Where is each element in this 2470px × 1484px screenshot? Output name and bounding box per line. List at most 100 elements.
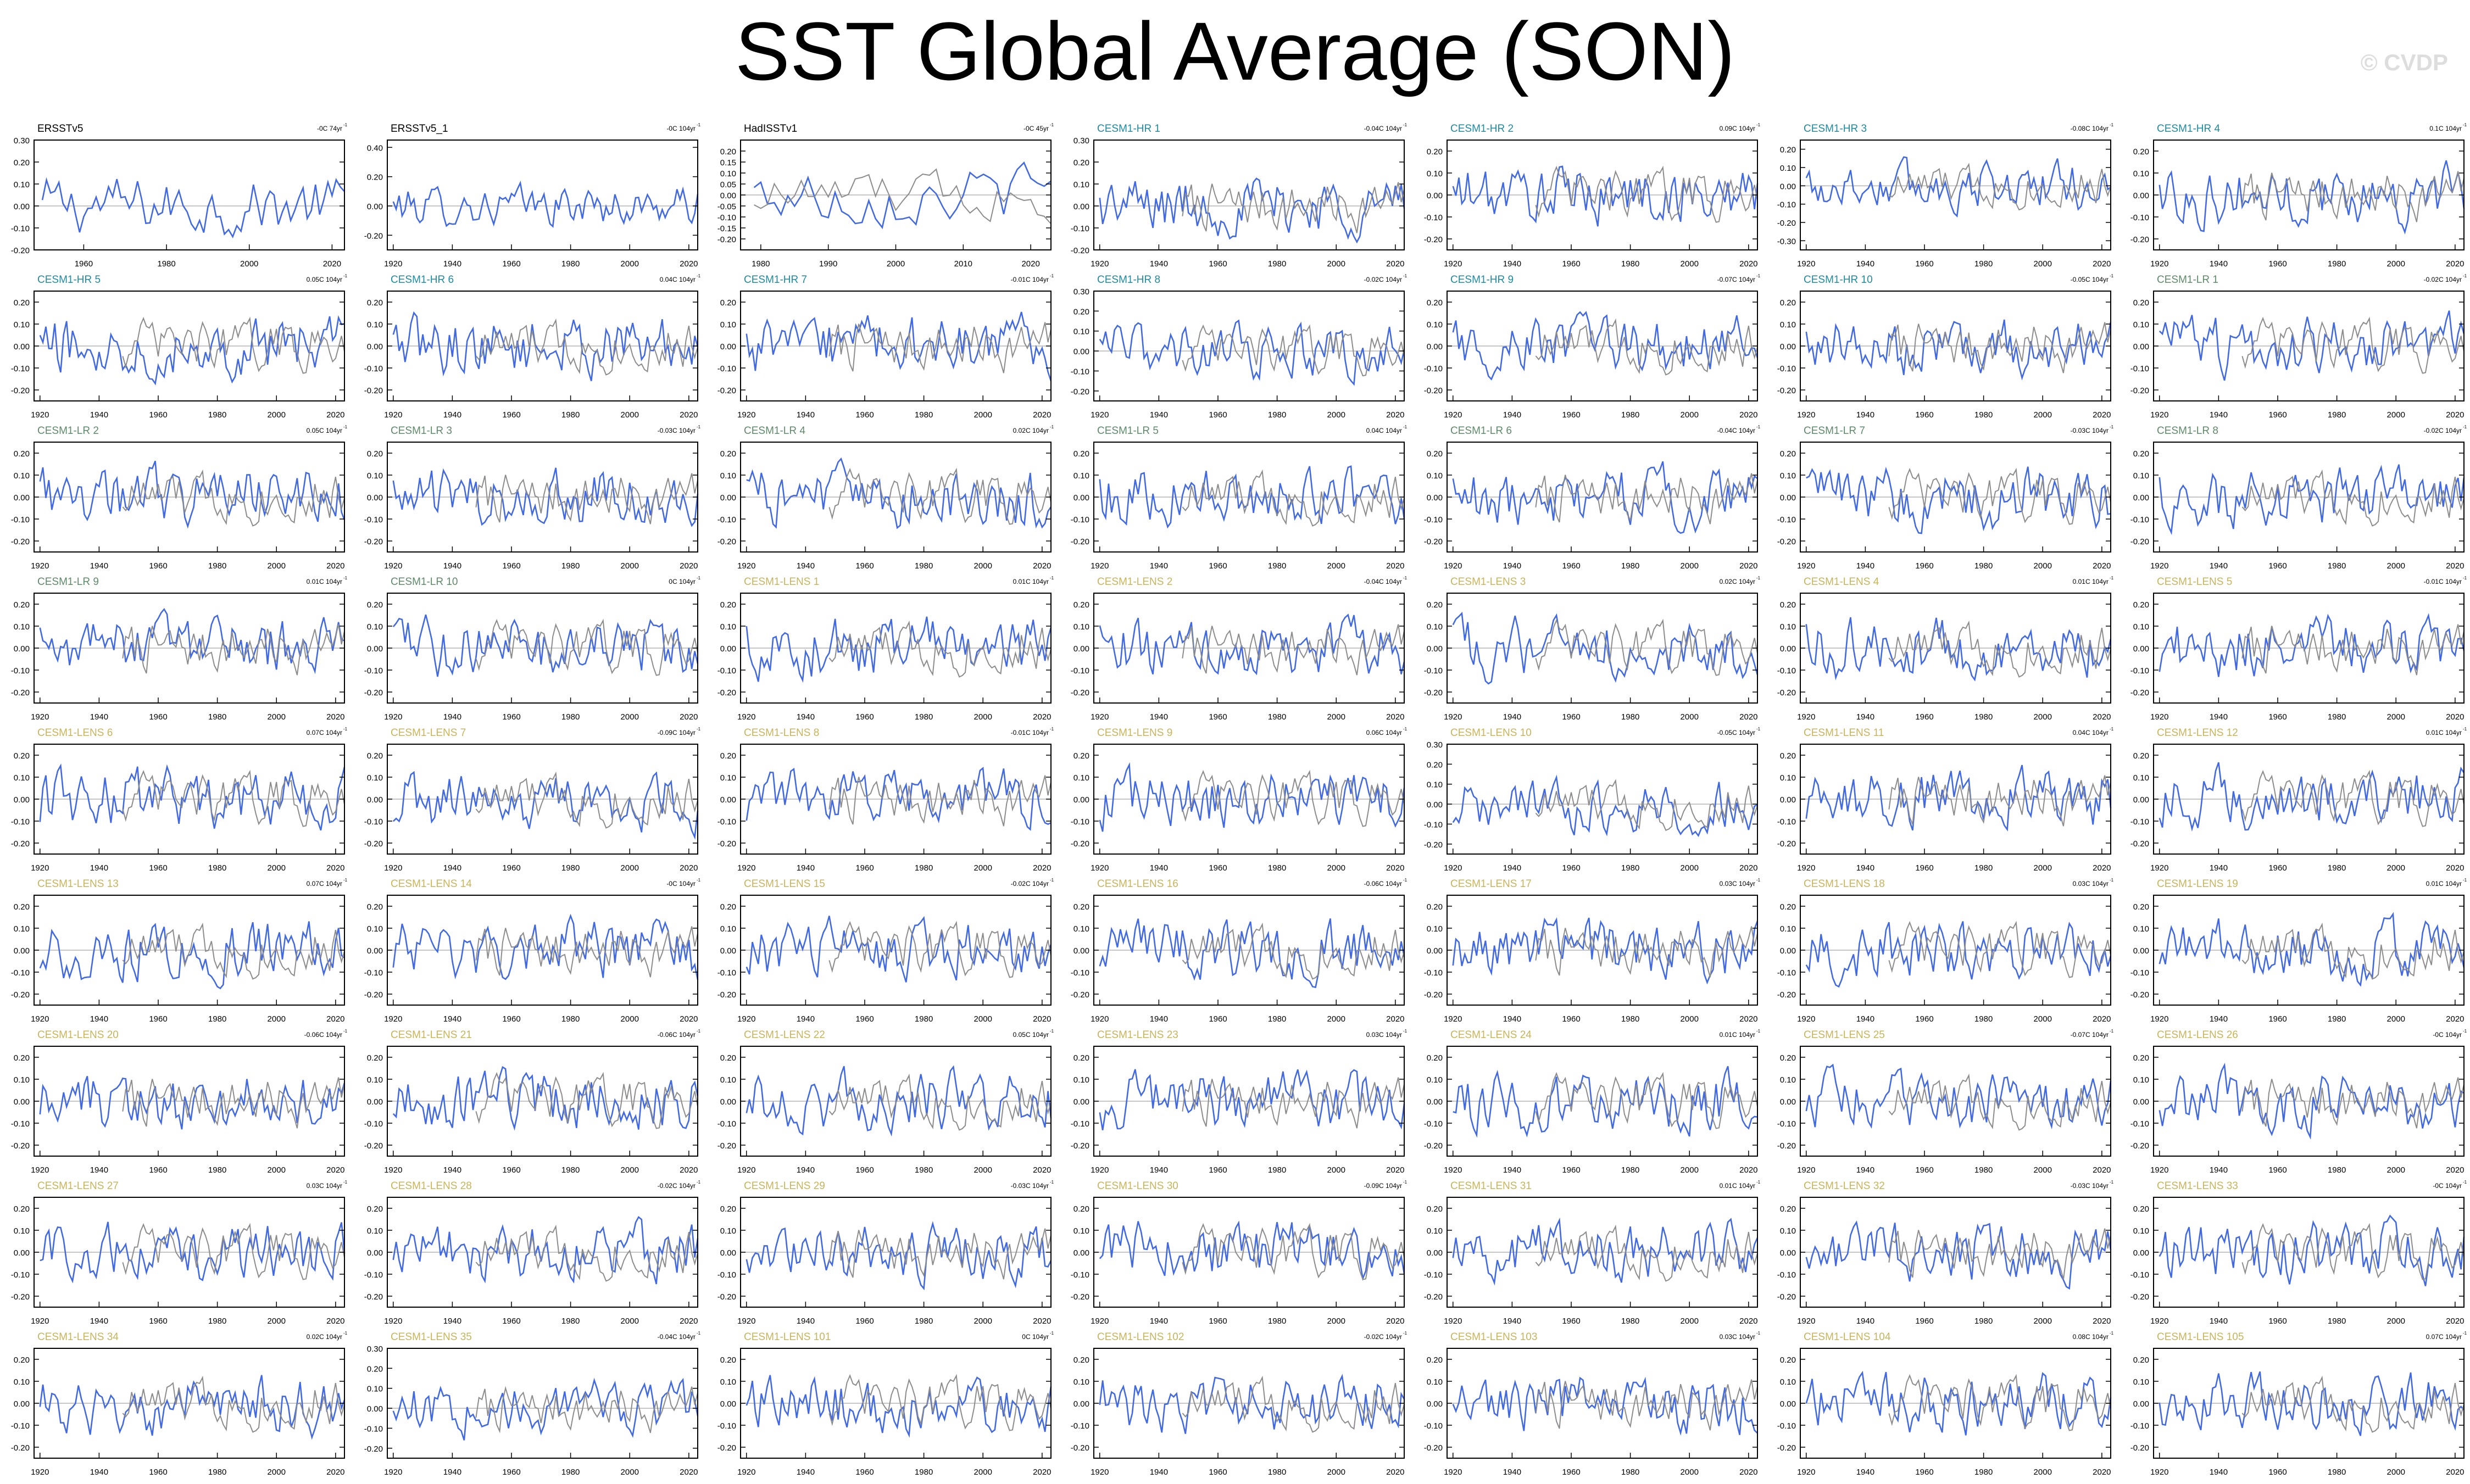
trend-label-exponent: -1 — [1756, 1331, 1761, 1336]
x-tick-label: 1920 — [1091, 712, 1109, 722]
x-tick-label: 2000 — [1681, 1316, 1699, 1326]
y-tick-label: -0.10 — [364, 968, 383, 978]
y-tick-label: 0.20 — [1780, 600, 1796, 610]
panel-title: CESM1-LENS 1 — [744, 576, 819, 588]
y-tick-label: 0.20 — [1427, 600, 1443, 610]
panel: HadISSTv1 -0C 45yr -1 -0.20 -0.15 -0.10 -0.05 0… — [717, 122, 1054, 269]
x-tick-label: 1960 — [1562, 863, 1580, 873]
panel-title: CESM1-LR 6 — [1450, 425, 1512, 437]
y-tick-label: 0.10 — [720, 169, 736, 178]
observed-series-line — [1535, 1224, 1758, 1282]
y-tick-label: -0.10 — [717, 515, 736, 525]
x-tick-label: 2000 — [1327, 1316, 1345, 1326]
x-tick-label: 1940 — [90, 561, 108, 571]
model-series-line — [39, 1375, 346, 1440]
x-tick-label: 1940 — [2210, 1014, 2228, 1024]
y-tick-label: -0.20 — [1071, 1292, 1089, 1302]
trend-label: 0.05C 104yr — [307, 427, 342, 434]
model-series-line — [1099, 1220, 1405, 1281]
trend-label: -0.07C 104yr — [2071, 1031, 2109, 1039]
x-tick-label: 1980 — [1621, 259, 1639, 269]
x-tick-label: 2020 — [323, 259, 341, 269]
x-tick-label: 1920 — [1444, 561, 1462, 571]
x-tick-label: 1980 — [1621, 1014, 1639, 1024]
y-tick-label: 0.00 — [367, 202, 383, 211]
y-tick-label: 0.10 — [1780, 773, 1796, 783]
y-tick-label: 0.10 — [367, 1075, 383, 1085]
x-tick-label: 2020 — [1386, 259, 1404, 269]
observed-series-line — [122, 624, 345, 676]
x-tick-label: 1940 — [1856, 410, 1874, 420]
y-tick-label: 0.10 — [14, 773, 30, 783]
x-tick-label: 1920 — [31, 1014, 49, 1024]
y-tick-label: 0.20 — [1780, 1053, 1796, 1063]
panel: ERSSTv5_1 -0C 104yr -1 -0.20 0.00 0.20 0.40 192… — [364, 122, 701, 269]
panel: CESM1-LENS 23 0.03C 104yr -1 -0.20 -0.10 0.00… — [1071, 1029, 1408, 1175]
x-tick-label: 1980 — [208, 1014, 226, 1024]
x-tick-label: 2000 — [268, 712, 286, 722]
x-tick-label: 1920 — [1091, 863, 1109, 873]
y-tick-label: 0.20 — [1427, 1355, 1443, 1365]
y-tick-label: -0.20 — [364, 386, 383, 395]
y-tick-label: -0.10 — [717, 1270, 736, 1280]
x-tick-label: 1940 — [1150, 1316, 1168, 1326]
x-tick-label: 2000 — [1327, 561, 1345, 571]
trend-label-exponent: -1 — [1050, 1029, 1054, 1034]
y-tick-label: 0.00 — [1780, 1097, 1796, 1107]
observed-series-line — [122, 1077, 345, 1129]
y-tick-label: 0.00 — [2133, 1248, 2149, 1258]
y-tick-label: 0.10 — [2133, 471, 2149, 481]
x-tick-label: 1940 — [443, 259, 461, 269]
y-tick-label: 0.10 — [1427, 1377, 1443, 1387]
y-tick-label: -0.10 — [1424, 515, 1443, 525]
y-tick-label: 0.20 — [2133, 1204, 2149, 1214]
trend-label-exponent: -1 — [343, 878, 348, 883]
y-tick-label: -0.10 — [1424, 1421, 1443, 1431]
y-tick-label: -0.10 — [1777, 1421, 1796, 1431]
trend-label-exponent: -1 — [343, 274, 348, 278]
y-tick-label: 0.10 — [1427, 1226, 1443, 1236]
x-tick-label: 2000 — [2034, 863, 2052, 873]
trend-label: -0.07C 104yr — [1717, 276, 1755, 283]
x-tick-label: 1980 — [1268, 1165, 1286, 1175]
panel-title: CESM1-LENS 103 — [1450, 1331, 1537, 1343]
y-tick-label: 0.20 — [1073, 1204, 1089, 1214]
model-series-line — [39, 763, 346, 831]
x-tick-label: 2020 — [1739, 1316, 1757, 1326]
y-tick-label: 0.00 — [1427, 946, 1443, 956]
x-tick-label: 2000 — [974, 863, 992, 873]
x-tick-label: 1940 — [90, 863, 108, 873]
y-tick-label: 0.00 — [1073, 1097, 1089, 1107]
x-tick-label: 1960 — [149, 1165, 167, 1175]
y-tick-label: -0.20 — [2130, 990, 2149, 1000]
x-tick-label: 2020 — [2093, 1165, 2111, 1175]
x-tick-label: 2020 — [680, 1165, 698, 1175]
y-tick-label: -0.20 — [1071, 1141, 1089, 1151]
trend-label: -0.06C 104yr — [304, 1031, 342, 1039]
trend-label-exponent: -1 — [343, 1180, 348, 1185]
model-series-line — [746, 1065, 1052, 1137]
panel-title: CESM1-LENS 21 — [391, 1029, 472, 1041]
panel: CESM1-LENS 10 -0.05C 104yr -1 -0.20 -0.10 0.0… — [1424, 727, 1761, 873]
y-tick-label: 0.10 — [720, 773, 736, 783]
y-tick-label: 0.20 — [1780, 146, 1796, 155]
y-tick-label: 0.10 — [1780, 622, 1796, 632]
panel-title: CESM1-LENS 10 — [1450, 727, 1532, 739]
model-series-line — [1805, 617, 2112, 682]
panel-title: CESM1-HR 5 — [37, 274, 101, 286]
x-tick-label: 1920 — [1091, 1316, 1109, 1326]
y-tick-label: 0.20 — [367, 449, 383, 459]
y-tick-label: -0.20 — [11, 537, 30, 546]
y-tick-label: 0.10 — [1780, 1226, 1796, 1236]
x-tick-label: 1980 — [208, 410, 226, 420]
observed-series-line — [1888, 322, 2111, 373]
panel: CESM1-HR 8 -0.02C 104yr -1 -0.20 -0.10 0.00 0.… — [1071, 274, 1408, 420]
trend-label: -0C 104yr — [2433, 1031, 2462, 1039]
x-tick-label: 1920 — [737, 1165, 755, 1175]
x-tick-label: 1980 — [915, 712, 933, 722]
x-tick-label: 2000 — [2034, 1014, 2052, 1024]
x-tick-label: 1920 — [2150, 1165, 2168, 1175]
y-tick-label: 0.20 — [1073, 751, 1089, 761]
x-tick-label: 1920 — [31, 712, 49, 722]
